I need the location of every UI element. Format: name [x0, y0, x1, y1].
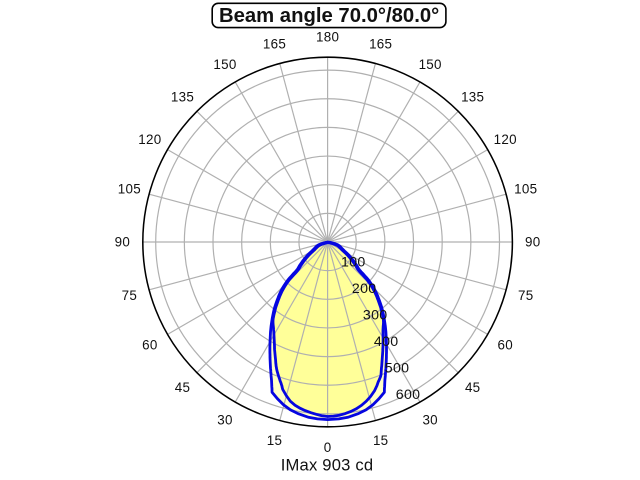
svg-text:180: 180 — [316, 30, 339, 45]
svg-text:135: 135 — [171, 90, 194, 105]
svg-text:IMax 903 cd: IMax 903 cd — [281, 456, 374, 475]
svg-text:60: 60 — [142, 337, 158, 352]
svg-text:300: 300 — [363, 307, 388, 323]
svg-text:165: 165 — [263, 37, 286, 52]
svg-text:165: 165 — [369, 37, 392, 52]
svg-text:105: 105 — [514, 182, 537, 197]
svg-text:45: 45 — [465, 380, 481, 395]
svg-text:90: 90 — [525, 235, 541, 250]
svg-text:15: 15 — [267, 433, 283, 448]
svg-text:105: 105 — [118, 182, 141, 197]
svg-text:100: 100 — [341, 254, 366, 270]
svg-text:60: 60 — [498, 337, 514, 352]
svg-text:150: 150 — [213, 57, 236, 72]
svg-text:0: 0 — [324, 440, 332, 455]
svg-text:500: 500 — [385, 360, 410, 376]
svg-text:15: 15 — [373, 433, 389, 448]
svg-text:120: 120 — [138, 132, 161, 147]
svg-text:30: 30 — [422, 412, 438, 427]
svg-text:200: 200 — [352, 281, 377, 297]
svg-text:120: 120 — [494, 132, 517, 147]
svg-text:75: 75 — [122, 288, 138, 303]
svg-text:30: 30 — [217, 412, 233, 427]
svg-text:Beam angle 70.0°/80.0°: Beam angle 70.0°/80.0° — [219, 5, 439, 27]
svg-text:135: 135 — [461, 90, 484, 105]
svg-text:90: 90 — [115, 235, 131, 250]
svg-text:400: 400 — [374, 334, 399, 350]
svg-text:600: 600 — [396, 387, 421, 403]
svg-text:45: 45 — [175, 380, 191, 395]
svg-text:75: 75 — [518, 288, 534, 303]
svg-text:150: 150 — [419, 57, 442, 72]
